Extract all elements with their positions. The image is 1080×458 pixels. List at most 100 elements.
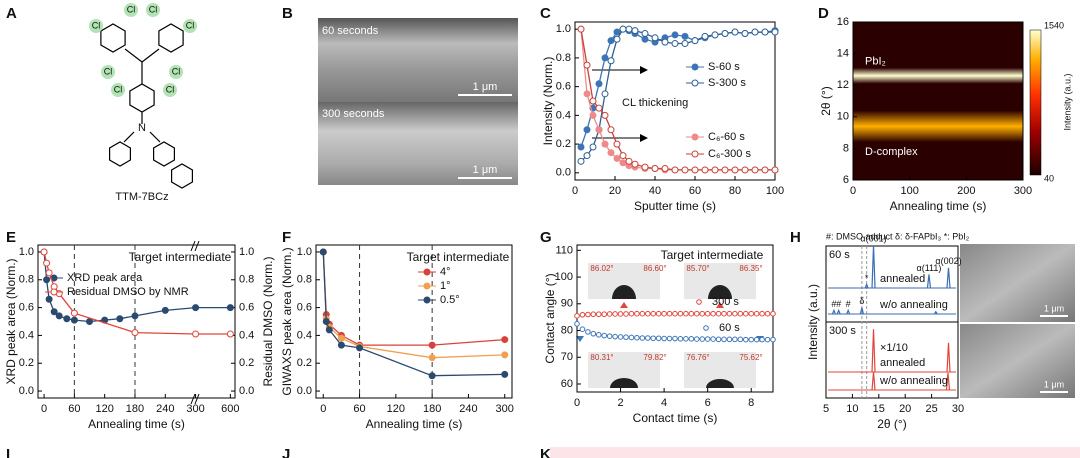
cl-highlight <box>183 19 197 33</box>
data-point <box>741 29 749 37</box>
data-point <box>655 335 662 342</box>
data-point <box>748 310 755 317</box>
x-tick-label: 0 <box>572 185 578 197</box>
legend-marker <box>691 63 699 71</box>
contact-angle-label: 79.82° <box>643 353 666 362</box>
axis-title: Intensity (a.u.) <box>806 284 820 360</box>
data-point <box>337 334 345 342</box>
y-tick-label: 0.8 <box>556 52 571 64</box>
legend-marker <box>423 268 431 276</box>
legend-label: 60 s <box>719 322 740 334</box>
data-point <box>619 152 627 160</box>
xrd-peak <box>846 308 851 315</box>
data-point <box>639 335 646 341</box>
data-point <box>595 80 603 88</box>
data-point <box>699 310 706 317</box>
legend-label: 4° <box>440 266 451 278</box>
data-point <box>606 311 613 317</box>
arrow-head <box>640 134 648 142</box>
scale-bar-label: 1 μm <box>1044 379 1064 389</box>
atom-label: Cl <box>186 20 195 30</box>
axis-title: Contact angle (°) <box>543 273 557 363</box>
data-point <box>595 332 602 338</box>
y-tick-label: 0.0 <box>297 385 312 397</box>
data-point <box>628 310 635 317</box>
data-point <box>677 336 684 342</box>
axis-title: Annealing time (s) <box>890 199 987 213</box>
xrd-peak <box>946 267 951 289</box>
data-point <box>701 32 709 40</box>
y-tick-label: 0.2 <box>239 357 254 369</box>
data-point <box>325 326 333 334</box>
data-point <box>606 333 613 339</box>
data-point <box>711 166 719 174</box>
legend-marker <box>696 299 702 305</box>
droplets <box>610 285 734 388</box>
data-point <box>721 29 729 37</box>
panel-label: B <box>282 5 293 22</box>
data-point <box>63 315 71 323</box>
data-point <box>631 160 639 168</box>
data-point <box>612 333 618 340</box>
data-point <box>672 310 678 317</box>
arrow-head <box>640 66 648 74</box>
data-point <box>691 166 699 174</box>
axis-title: Contact time (s) <box>633 411 718 425</box>
panel-label: H <box>790 229 801 246</box>
data-point <box>585 329 591 335</box>
data-point <box>693 310 700 317</box>
data-point <box>601 111 609 119</box>
data-point <box>742 310 749 317</box>
sem-image-60s <box>318 18 518 102</box>
data-point <box>764 336 771 343</box>
data-point <box>625 157 633 165</box>
y-tick-label: 1.0 <box>19 246 34 258</box>
contact-angle-label: 85.70° <box>686 264 709 273</box>
data-point <box>613 28 621 36</box>
series-line <box>322 251 505 346</box>
atom-label: Cl <box>149 4 158 14</box>
atom-label: Cl <box>127 4 136 14</box>
data-point <box>737 336 744 343</box>
data-point <box>226 330 234 338</box>
data-point <box>726 336 733 343</box>
data-point <box>770 336 776 343</box>
y-tick-label: 60 <box>561 378 573 390</box>
data-point <box>732 310 738 317</box>
xrd-peak <box>836 308 841 315</box>
legend-label: 0.5° <box>440 294 460 306</box>
data-point <box>50 308 58 316</box>
data-point <box>748 336 755 343</box>
data-point <box>613 140 621 148</box>
legend-title: Target intermediate <box>129 250 232 264</box>
data-point <box>753 310 760 317</box>
axis-title: 2θ (°) <box>819 86 833 115</box>
data-point <box>683 336 689 342</box>
data-point <box>761 166 769 174</box>
data-point <box>589 97 597 105</box>
data-point <box>595 311 602 318</box>
axis-title: Intensity (Norm.) <box>541 57 555 146</box>
xrd-peak <box>933 310 938 315</box>
data-point <box>691 37 699 45</box>
data-point <box>759 310 765 317</box>
y-tick-label: 10 <box>837 111 849 123</box>
sem-image-300s <box>318 102 518 185</box>
x-tick-label: 5 <box>823 403 829 415</box>
data-point <box>628 334 635 341</box>
data-point <box>595 104 603 112</box>
data-point <box>677 310 684 317</box>
data-point <box>589 143 597 151</box>
compound-name: TTM-7BCz <box>115 191 168 203</box>
data-point <box>715 310 722 317</box>
legend-label: S-60 s <box>708 61 740 73</box>
data-point <box>737 310 744 317</box>
data-point <box>641 29 649 37</box>
molecule-bonds <box>100 23 193 189</box>
xrd-peak <box>871 371 876 391</box>
data-point <box>623 311 629 317</box>
x-tick-label: 600 <box>221 403 239 415</box>
panel-label: F <box>282 229 291 246</box>
axis-title: Annealing time (s) <box>366 417 463 431</box>
data-point <box>710 336 716 342</box>
